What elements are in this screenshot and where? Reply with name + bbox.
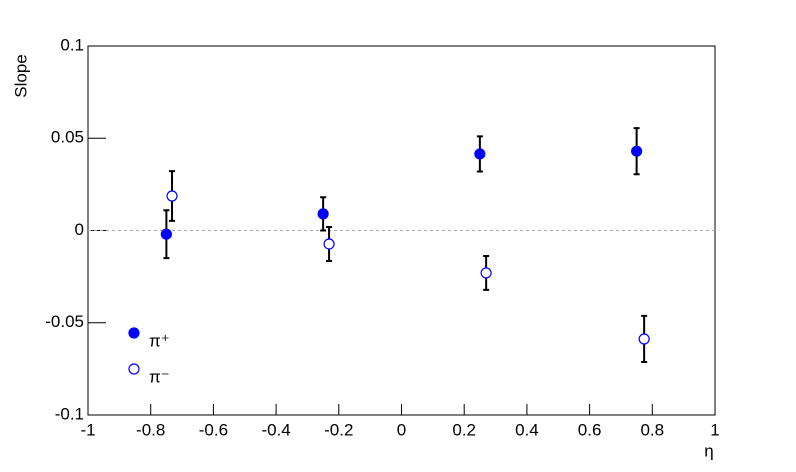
y-tick-label: 0 xyxy=(75,220,84,239)
y-tick-label: -0.05 xyxy=(45,312,84,331)
x-tick-label: 0 xyxy=(397,420,406,439)
x-tick-label: 0.6 xyxy=(578,420,602,439)
legend-label: π⁻ xyxy=(149,367,170,386)
x-tick-label: 0.2 xyxy=(452,420,476,439)
x-tick-label: -0.2 xyxy=(324,420,353,439)
data-point xyxy=(638,333,650,345)
x-axis-label: η xyxy=(704,441,713,460)
legend-marker xyxy=(128,363,140,375)
data-point xyxy=(160,228,172,240)
y-tick-label: 0.05 xyxy=(51,128,84,147)
x-tick-label: -0.8 xyxy=(136,420,165,439)
x-tick-label: 0.8 xyxy=(640,420,664,439)
x-tick-label: -0.4 xyxy=(261,420,290,439)
x-tick-label: -0.6 xyxy=(199,420,228,439)
data-point xyxy=(631,145,643,157)
data-point xyxy=(474,148,486,160)
x-tick-label: 0.4 xyxy=(515,420,539,439)
data-point xyxy=(317,208,329,220)
y-axis-label: Slope xyxy=(11,54,30,97)
x-tick-label: -1 xyxy=(80,420,95,439)
legend-marker xyxy=(128,327,140,339)
legend-label: π⁺ xyxy=(149,331,170,350)
data-point xyxy=(480,267,492,279)
y-tick-label: -0.1 xyxy=(55,404,84,423)
y-tick-label: 0.1 xyxy=(60,35,84,54)
data-point xyxy=(166,190,178,202)
x-tick-label: 1 xyxy=(710,420,719,439)
data-point xyxy=(323,238,335,250)
